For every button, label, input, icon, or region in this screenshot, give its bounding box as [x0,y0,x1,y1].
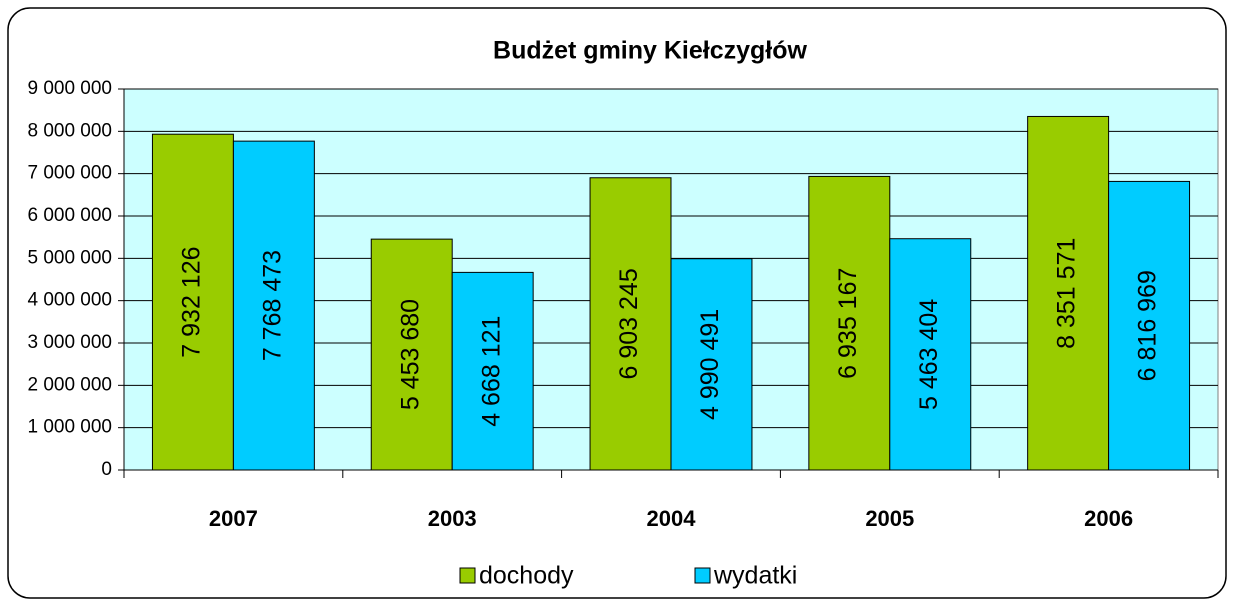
bar [370,238,453,471]
data-label: 4 668 121 [477,316,505,427]
data-label: 7 768 473 [258,250,286,361]
y-tick-label: 1 000 000 [27,417,112,438]
x-tick-label: 2005 [865,506,914,531]
bar [1027,115,1110,471]
y-tick-label: 7 000 000 [27,163,112,184]
y-tick-label: 0 [101,459,112,480]
data-label: 6 935 167 [834,268,862,379]
chart-title: Budżet gminy Kiełczygłów [493,37,807,65]
x-tick-label: 2003 [428,506,477,531]
bar [151,133,234,471]
data-label: 4 990 491 [696,309,724,420]
legend-swatch [694,567,711,584]
y-tick-label: 4 000 000 [27,290,112,311]
bar [589,177,672,471]
data-label: 8 351 571 [1053,238,1081,349]
y-tick-label: 6 000 000 [27,205,112,226]
bar [670,258,753,471]
x-tick-label: 2007 [209,506,258,531]
y-tick-label: 3 000 000 [27,332,112,353]
legend-swatch [459,567,476,584]
bar [232,140,315,471]
bar [808,175,891,471]
data-label: 5 463 404 [915,299,943,410]
y-tick-label: 8 000 000 [27,120,112,141]
legend-label: dochody [479,562,574,590]
x-tick-label: 2004 [647,506,697,531]
y-tick-label: 5 000 000 [27,247,112,268]
data-label: 7 932 126 [178,246,206,357]
bar [1108,180,1191,471]
data-label: 6 903 245 [615,268,643,379]
x-tick-label: 2006 [1084,506,1133,531]
y-tick-label: 2 000 000 [27,374,112,395]
bar [889,238,972,471]
data-label: 5 453 680 [396,299,424,410]
bar [451,271,534,471]
data-label: 6 816 969 [1134,270,1162,381]
y-tick-label: 9 000 000 [27,78,112,99]
legend-label: wydatki [713,562,797,590]
